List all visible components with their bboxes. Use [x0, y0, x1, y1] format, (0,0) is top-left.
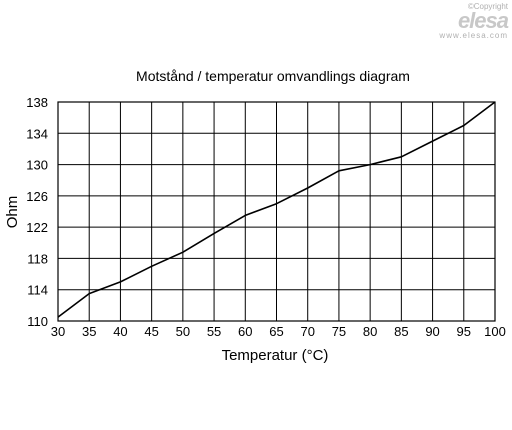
- x-axis-ticks: 30 35 40 45 50 55 60 65 70 75 80 85 90 95 100: [51, 324, 506, 339]
- y-tick-label: 110: [27, 314, 48, 329]
- y-axis-ticks: 110 114 118 122 126 130 134 138: [26, 95, 48, 329]
- x-tick-label: 45: [144, 324, 158, 339]
- y-axis-label: Ohm: [4, 196, 21, 229]
- series-line: [57, 101, 496, 318]
- x-tick-label: 65: [269, 324, 283, 339]
- y-tick-label: 126: [26, 189, 48, 204]
- logo-brand: elesa: [457, 8, 509, 33]
- y-tick-label: 130: [26, 158, 48, 173]
- logo-url: www.elesa.com: [439, 31, 508, 40]
- x-tick-label: 35: [82, 324, 96, 339]
- y-tick-label: 118: [27, 251, 48, 266]
- logo-copyright: ©Copyright: [467, 2, 508, 11]
- x-tick-label: 55: [207, 324, 221, 339]
- x-tick-label: 40: [113, 324, 127, 339]
- y-tick-label: 134: [26, 126, 48, 141]
- y-tick-label: 138: [26, 95, 48, 110]
- plot-frame: [57, 101, 496, 322]
- chart-series: [57, 101, 496, 318]
- x-tick-label: 85: [394, 324, 408, 339]
- x-tick-label: 30: [51, 324, 65, 339]
- chart-title: Motstånd / temperatur omvandlings diagra…: [136, 68, 410, 84]
- x-tick-label: 80: [363, 324, 377, 339]
- y-tick-label: 122: [26, 220, 48, 235]
- x-tick-label: 75: [332, 324, 346, 339]
- x-axis-label: Temperatur (°C): [222, 347, 329, 364]
- x-tick-label: 100: [484, 324, 506, 339]
- x-tick-label: 70: [300, 324, 314, 339]
- y-tick-label: 114: [27, 283, 48, 298]
- elesa-logo: ©Copyright elesa www.elesa.com: [428, 2, 509, 40]
- x-tick-label: 95: [457, 324, 471, 339]
- x-tick-label: 90: [425, 324, 439, 339]
- chart-grid: [57, 101, 496, 322]
- x-tick-label: 60: [238, 324, 252, 339]
- x-tick-label: 50: [176, 324, 190, 339]
